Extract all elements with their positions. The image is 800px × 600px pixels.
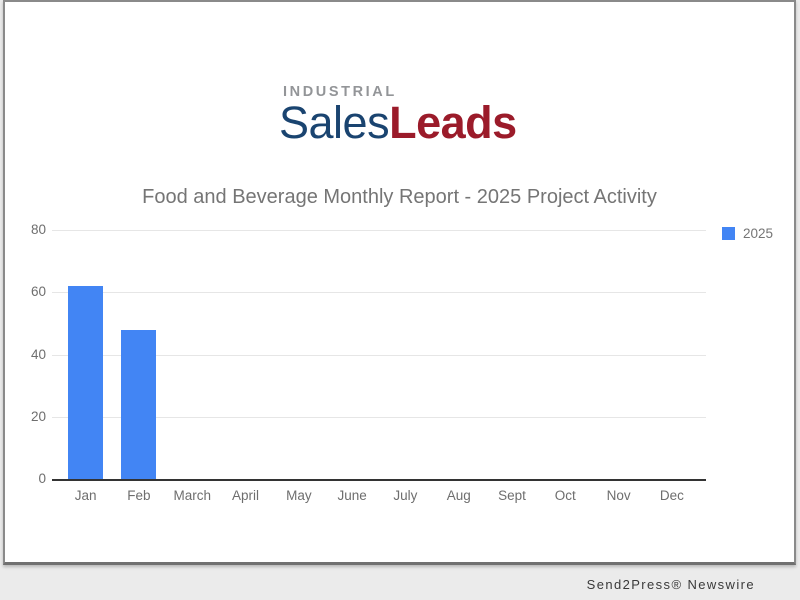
x-axis-label-dec: Dec <box>659 488 684 503</box>
y-axis-tick-40: 40 <box>30 347 46 362</box>
x-axis-label-july: July <box>393 488 418 503</box>
legend-color-swatch <box>722 227 735 240</box>
x-axis-label-march: March <box>173 488 212 503</box>
gridline-20 <box>52 417 706 418</box>
y-axis-tick-60: 60 <box>30 284 46 299</box>
logo-sales-text: Sales <box>279 97 390 148</box>
logo-industrial-text: INDUSTRIAL <box>283 84 397 100</box>
logo-leads-text: Leads <box>389 97 517 148</box>
x-axis-label-sept: Sept <box>498 488 526 503</box>
bar-jan <box>68 286 104 479</box>
x-axis-label-april: April <box>231 488 259 503</box>
chart-legend: 2025 <box>722 226 773 241</box>
y-axis-tick-0: 0 <box>38 471 46 486</box>
industrial-salesleads-logo: INDUSTRIAL SalesLeads <box>279 84 539 146</box>
gridline-80 <box>52 230 706 231</box>
x-axis-label-feb: Feb <box>127 488 151 503</box>
x-axis-label-aug: Aug <box>446 488 471 503</box>
x-axis-label-nov: Nov <box>606 488 631 503</box>
gridline-60 <box>52 292 706 293</box>
x-axis-label-oct: Oct <box>554 488 576 503</box>
x-axis-label-june: June <box>337 488 367 503</box>
logo-wordmark: SalesLeads <box>279 100 539 146</box>
x-axis-baseline <box>52 479 706 481</box>
gridline-40 <box>52 355 706 356</box>
x-axis-label-may: May <box>286 488 312 503</box>
bar-feb <box>121 330 157 479</box>
y-axis-tick-80: 80 <box>30 222 46 237</box>
y-axis-tick-20: 20 <box>30 409 46 424</box>
chart-title: Food and Beverage Monthly Report - 2025 … <box>142 186 657 208</box>
legend-series-label: 2025 <box>743 226 774 241</box>
newswire-credit: Send2Press® Newswire <box>586 577 755 592</box>
x-axis-label-jan: Jan <box>74 488 97 503</box>
